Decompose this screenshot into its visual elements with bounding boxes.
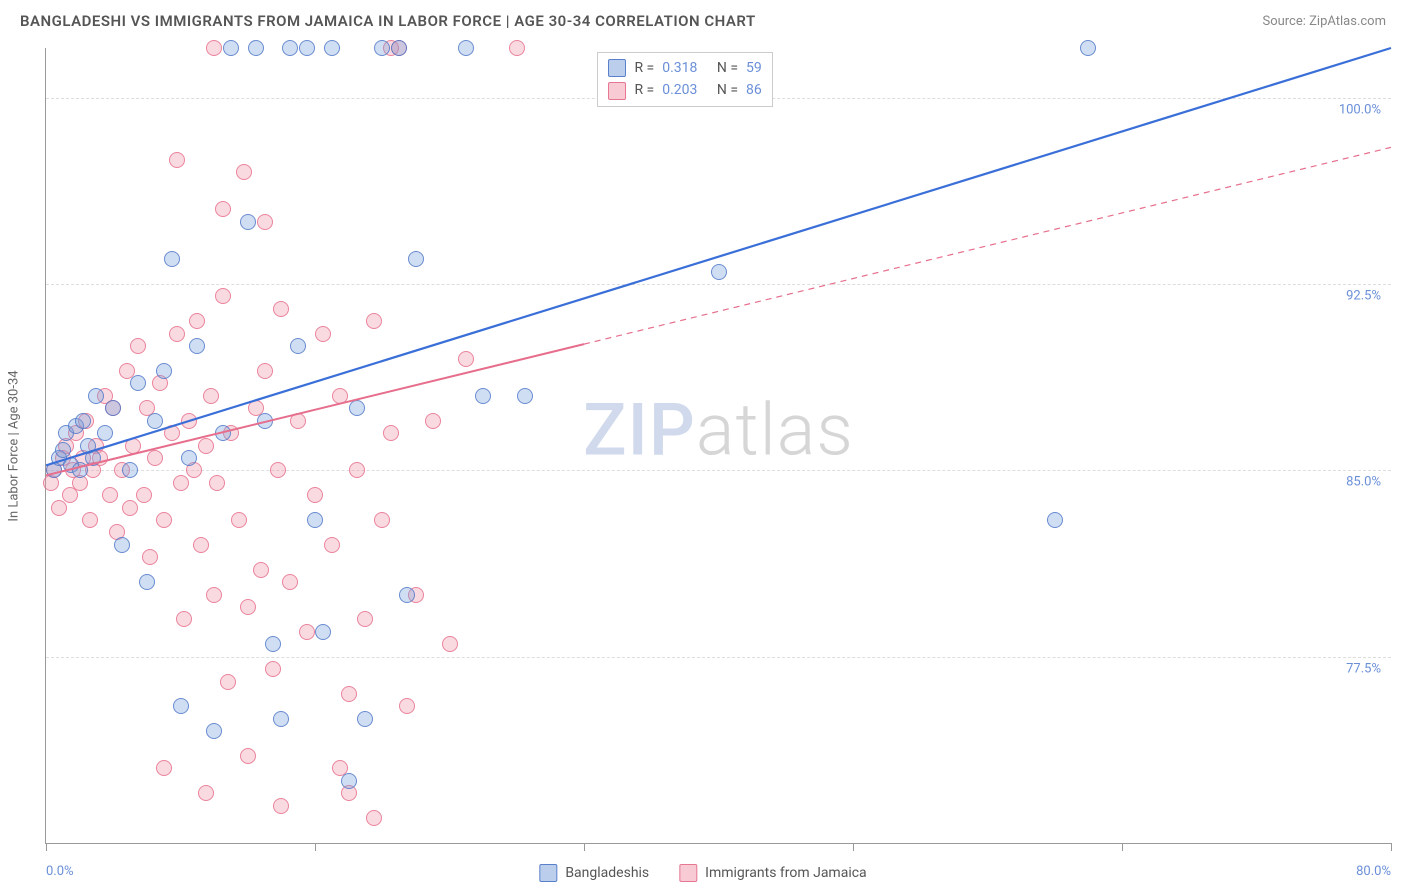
x-tick-label: 0.0% <box>46 864 74 879</box>
legend-item-pink: Immigrants from Jamaica <box>679 864 867 882</box>
stats-row-pink: R = 0.203 N = 86 <box>608 79 761 101</box>
x-tick <box>1122 843 1123 851</box>
n-value-blue: 59 <box>746 57 762 79</box>
swatch-pink-icon <box>608 82 626 100</box>
x-tick <box>853 843 854 851</box>
r-value-pink: 0.203 <box>662 79 697 101</box>
y-axis-title: In Labor Force | Age 30-34 <box>7 370 22 521</box>
swatch-blue-icon <box>608 59 626 77</box>
n-label: N = <box>717 79 738 101</box>
x-tick <box>315 843 316 851</box>
chart-area: 77.5%85.0%92.5%100.0%0.0%80.0% R = 0.318… <box>45 48 1391 844</box>
chart-title: BANGLADESHI VS IMMIGRANTS FROM JAMAICA I… <box>20 12 756 30</box>
r-value-blue: 0.318 <box>662 57 697 79</box>
source-label: Source: ZipAtlas.com <box>1262 14 1386 29</box>
x-tick <box>1391 843 1392 851</box>
series-legend: Bangladeshis Immigrants from Jamaica <box>539 864 866 882</box>
n-label: N = <box>717 57 738 79</box>
legend-label-blue: Bangladeshis <box>565 865 649 881</box>
legend-label-pink: Immigrants from Jamaica <box>705 865 867 881</box>
x-tick <box>46 843 47 851</box>
trend-line <box>584 147 1391 344</box>
trend-line <box>46 344 584 475</box>
swatch-blue-icon <box>539 864 557 882</box>
r-label: R = <box>634 57 654 79</box>
swatch-pink-icon <box>679 864 697 882</box>
legend-item-blue: Bangladeshis <box>539 864 649 882</box>
x-tick <box>584 843 585 851</box>
stats-row-blue: R = 0.318 N = 59 <box>608 57 761 79</box>
stats-legend: R = 0.318 N = 59 R = 0.203 N = 86 <box>597 52 772 107</box>
x-tick-label: 80.0% <box>1356 864 1391 879</box>
trend-lines <box>46 48 1391 843</box>
n-value-pink: 86 <box>746 79 762 101</box>
trend-line <box>46 48 1391 465</box>
r-label: R = <box>634 79 654 101</box>
